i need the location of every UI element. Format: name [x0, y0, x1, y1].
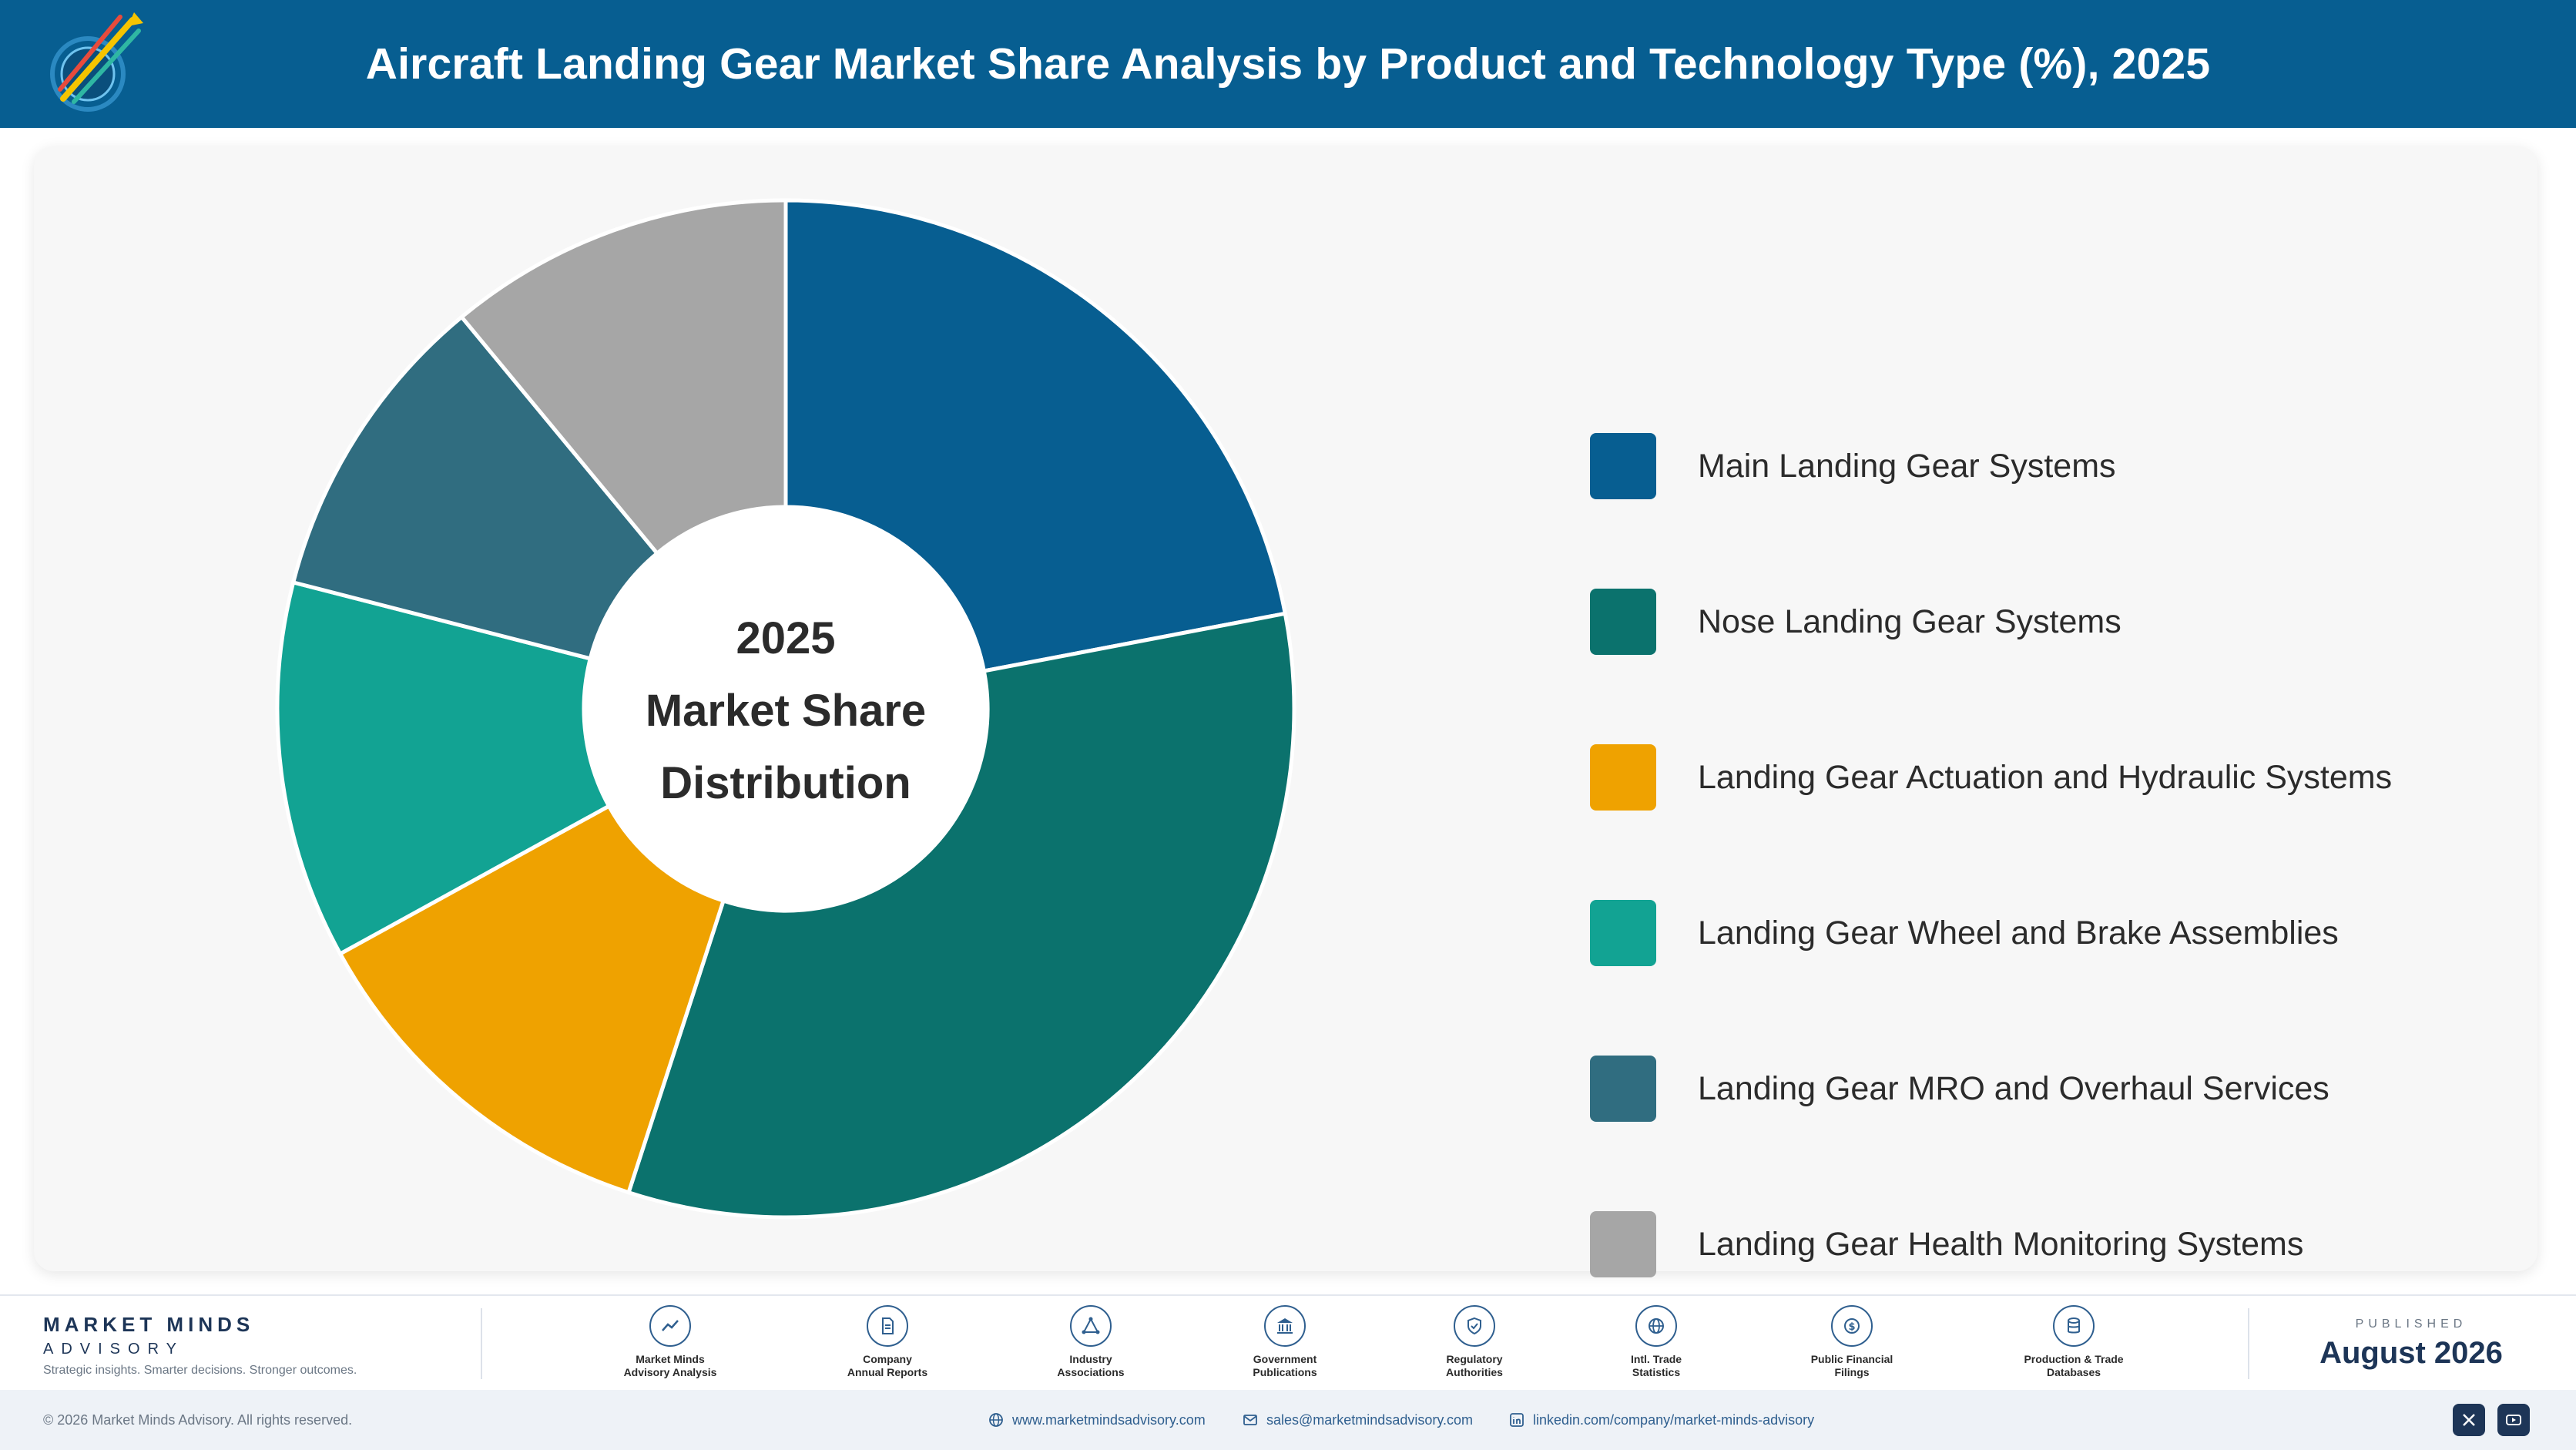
legend-swatch: [1590, 433, 1656, 499]
legend-item: Landing Gear MRO and Overhaul Services: [1590, 1056, 2553, 1122]
brand-subtitle: ADVISORY: [43, 1341, 184, 1358]
source-label: Government Publications: [1253, 1353, 1317, 1378]
legend-swatch: [1590, 744, 1656, 811]
footer: MARKET MINDS ADVISORY Strategic insights…: [0, 1294, 2576, 1390]
source-label: Regulatory Authorities: [1446, 1353, 1503, 1378]
legend-label: Landing Gear Health Monitoring Systems: [1698, 1226, 2304, 1263]
source-item: Company Annual Reports: [810, 1305, 964, 1379]
linkedin-link[interactable]: linkedin.com/company/market-minds-adviso…: [1508, 1390, 1814, 1450]
legend-swatch: [1590, 1056, 1656, 1122]
shield-check-icon: [1454, 1305, 1495, 1347]
copyright-text: © 2026 Market Minds Advisory. All rights…: [43, 1412, 353, 1428]
legend-item: Landing Gear Health Monitoring Systems: [1590, 1211, 2553, 1277]
youtube-social-button[interactable]: [2497, 1404, 2530, 1436]
x-icon: [2463, 1414, 2475, 1426]
linkedin-icon: [1510, 1413, 1524, 1427]
source-label: Intl. Trade Statistics: [1630, 1353, 1682, 1378]
database-icon: [2053, 1305, 2095, 1347]
legend-item: Landing Gear Wheel and Brake Assemblies: [1590, 900, 2553, 966]
trend-chart-icon: [649, 1305, 691, 1347]
legend-swatch: [1590, 589, 1656, 655]
legend-label: Landing Gear Actuation and Hydraulic Sys…: [1698, 759, 2393, 796]
website-text: www.marketmindsadvisory.com: [1012, 1412, 1206, 1428]
legend-item: Nose Landing Gear Systems: [1590, 589, 2553, 655]
published-date: August 2026: [2319, 1336, 2503, 1370]
source-item: Industry Associations: [1014, 1305, 1168, 1379]
email-text: sales@marketmindsadvisory.com: [1266, 1412, 1474, 1428]
legend-item: Main Landing Gear Systems: [1590, 433, 2553, 499]
source-label: Industry Associations: [1057, 1353, 1125, 1378]
government-building-icon: [1264, 1305, 1306, 1347]
brand-tagline: Strategic insights. Smarter decisions. S…: [43, 1364, 357, 1377]
website-link[interactable]: www.marketmindsadvisory.com: [988, 1390, 1206, 1450]
source-item: Production & Trade Databases: [1997, 1305, 2151, 1379]
source-item: Government Publications: [1208, 1305, 1362, 1379]
legend-swatch: [1590, 1211, 1656, 1277]
svg-text:$: $: [1848, 1321, 1855, 1333]
email-link[interactable]: sales@marketmindsadvisory.com: [1242, 1390, 1473, 1450]
globe-icon: [1635, 1305, 1677, 1347]
linkedin-text: linkedin.com/company/market-minds-adviso…: [1533, 1412, 1815, 1428]
donut-center-label: 2025: [736, 613, 835, 663]
dollar-coin-icon: $: [1831, 1305, 1873, 1347]
legend-label: Landing Gear Wheel and Brake Assemblies: [1698, 915, 2339, 952]
donut-chart: 2025 Market Share Distribution: [275, 198, 1296, 1220]
header-bar: Aircraft Landing Gear Market Share Analy…: [0, 0, 2576, 128]
footer-divider: [481, 1308, 482, 1379]
source-item: Regulatory Authorities: [1397, 1305, 1551, 1379]
page-title: Aircraft Landing Gear Market Share Analy…: [365, 39, 2211, 89]
source-item: $ Public Financial Filings: [1775, 1305, 1929, 1379]
globe-icon: [989, 1413, 1003, 1427]
youtube-icon: [2506, 1415, 2521, 1425]
source-item: Market Minds Advisory Analysis: [593, 1305, 747, 1379]
chart-card: 2025 Market Share Distribution Main Landin…: [34, 146, 2537, 1277]
source-label: Company Annual Reports: [847, 1353, 928, 1378]
legend-item: Landing Gear Actuation and Hydraulic Sys…: [1590, 744, 2553, 811]
bottom-bar: © 2026 Market Minds Advisory. All rights…: [0, 1390, 2576, 1450]
donut-hole: [584, 507, 988, 911]
source-label: Production & Trade Databases: [2024, 1353, 2124, 1378]
legend-swatch: [1590, 900, 1656, 966]
legend-label: Main Landing Gear Systems: [1698, 448, 2116, 485]
mail-icon: [1243, 1415, 1257, 1425]
document-icon: [867, 1305, 908, 1347]
brand-name: MARKET MINDS: [43, 1313, 255, 1336]
footer-divider: [2248, 1308, 2249, 1379]
source-label: Market Minds Advisory Analysis: [623, 1353, 717, 1378]
donut-center-label: Distribution: [660, 758, 911, 808]
x-social-button[interactable]: [2453, 1404, 2485, 1436]
source-label: Public Financial Filings: [1810, 1353, 1893, 1378]
published-caption: PUBLISHED: [2355, 1317, 2467, 1331]
company-logo-icon: [50, 12, 143, 112]
legend-label: Landing Gear MRO and Overhaul Services: [1698, 1070, 2329, 1107]
legend-label: Nose Landing Gear Systems: [1698, 603, 2122, 640]
network-icon: [1070, 1305, 1112, 1347]
source-item: Intl. Trade Statistics: [1579, 1305, 1733, 1379]
donut-center-label: Market Share: [646, 686, 926, 736]
